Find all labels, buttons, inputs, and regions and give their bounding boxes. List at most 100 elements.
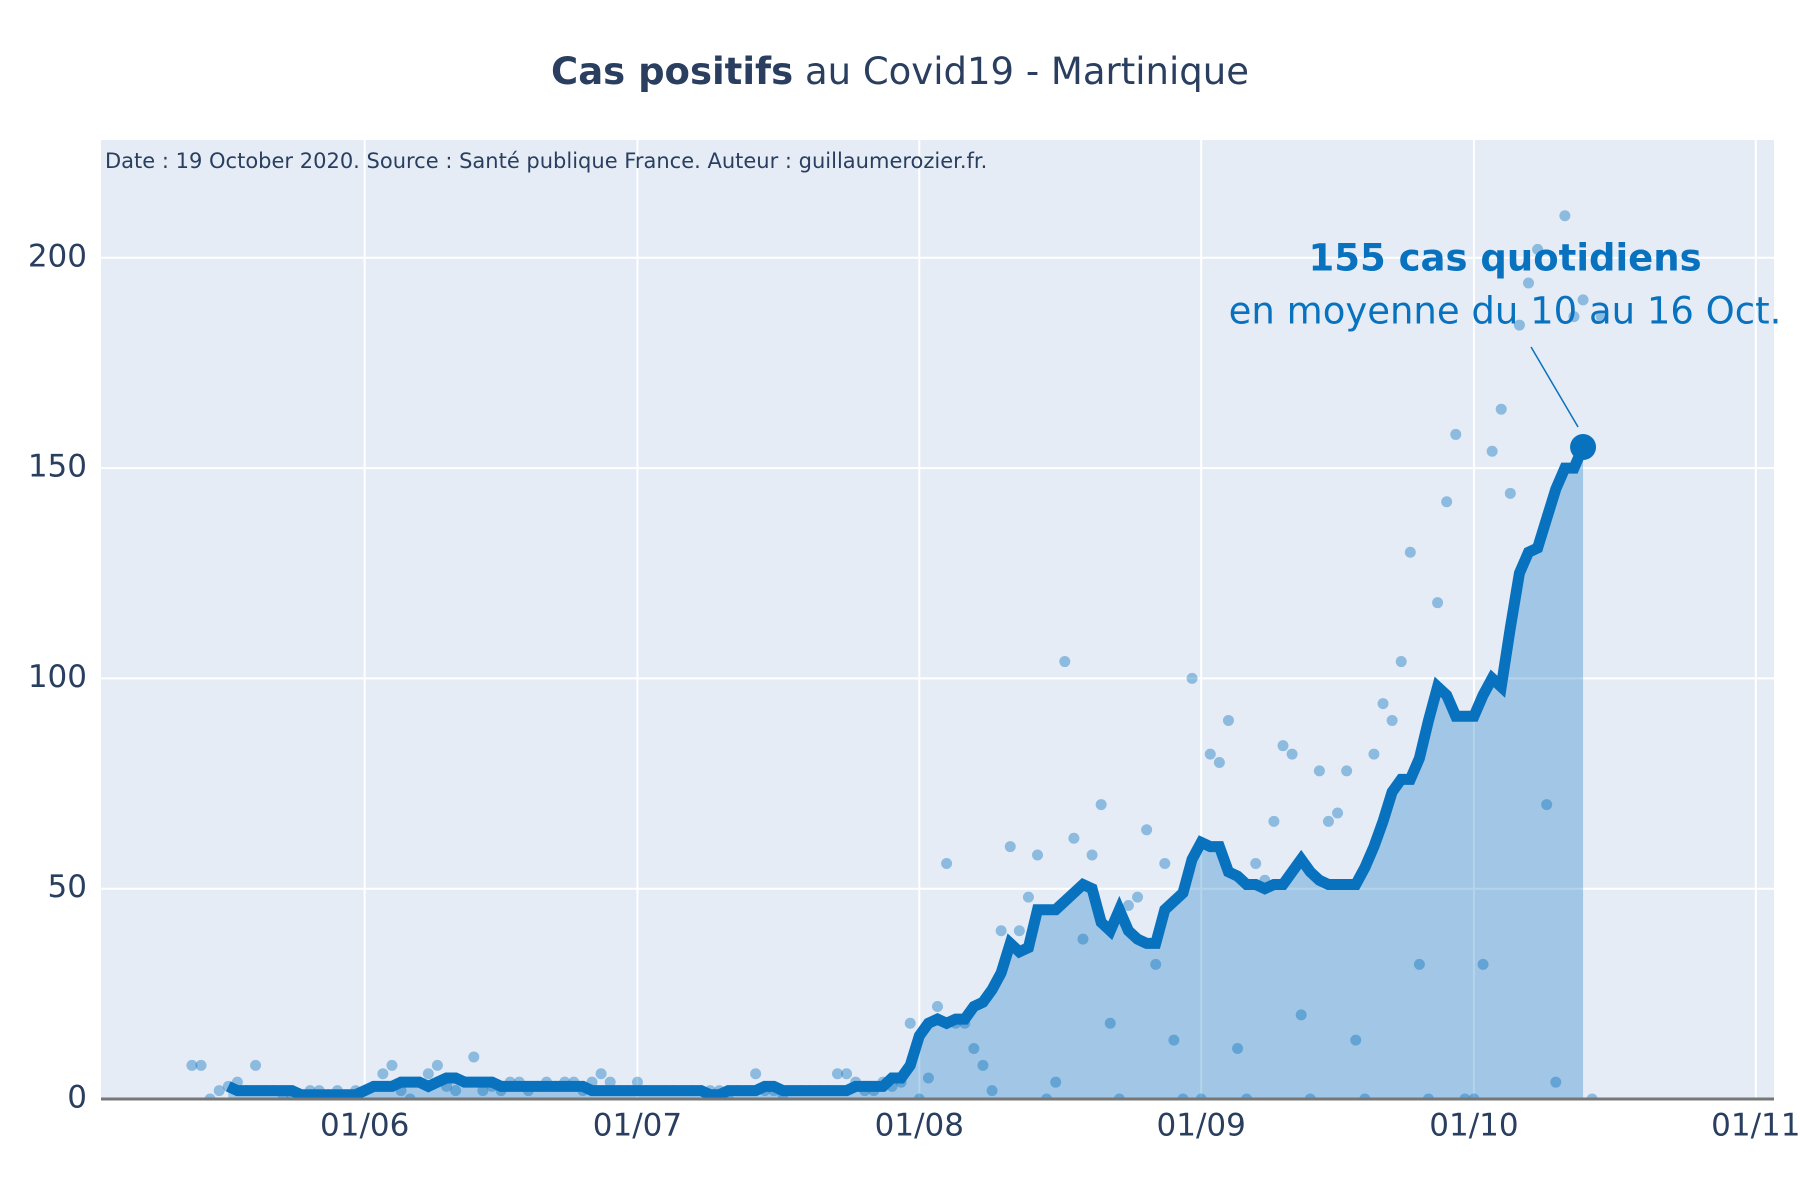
title-rest: au Covid19 - Martinique (805, 50, 1249, 93)
chart-title: Cas positifs au Covid19 - Martinique (551, 50, 1249, 93)
daily-point (1222, 714, 1234, 726)
daily-point (1286, 748, 1298, 760)
daily-point (1513, 319, 1525, 331)
daily-point (1213, 757, 1225, 769)
annotation-arrow (1530, 346, 1579, 428)
x-tick-label: 01/11 (1711, 1108, 1800, 1144)
daily-point (1577, 294, 1589, 306)
daily-point (1404, 546, 1416, 558)
note: Date : 19 October 2020. Source : Santé p… (105, 149, 987, 173)
daily-point (841, 1068, 853, 1080)
daily-point (1350, 1034, 1362, 1046)
daily-point (1541, 799, 1553, 811)
y-tick-label: 0 (67, 1080, 87, 1116)
daily-point (1022, 891, 1034, 903)
overlay: 0 50 100 150 200 01/06 01/07 01/08 01/09 01/10 01/… (28, 237, 1800, 1144)
average-area (228, 447, 1584, 1099)
daily-point (386, 1059, 398, 1071)
daily-point (1395, 656, 1407, 668)
daily-point (1013, 925, 1025, 937)
daily-point (213, 1085, 225, 1097)
x-tick-label: 01/06 (320, 1108, 409, 1144)
daily-point (932, 1000, 943, 1012)
daily-point (1159, 857, 1171, 869)
x-tick-label: 01/08 (875, 1108, 964, 1144)
last-average-marker (1570, 434, 1597, 461)
daily-point (1568, 311, 1580, 323)
daily-point (1386, 714, 1398, 726)
y-tick-label: 200 (28, 238, 87, 274)
annotation-text: en moyenne du 10 au 16 Oct. (1229, 290, 1782, 333)
daily-point (1204, 748, 1216, 760)
daily-point (468, 1051, 480, 1063)
daily-point (1605, 126, 1616, 137)
daily-point (595, 1068, 607, 1080)
daily-point (1450, 428, 1462, 440)
daily-point (1095, 799, 1107, 811)
daily-point (422, 1068, 434, 1080)
daily-point (477, 1085, 489, 1097)
daily-point (186, 1059, 198, 1071)
daily-point (1322, 815, 1334, 827)
x-tick-label: 01/10 (1429, 1108, 1518, 1144)
daily-point (1441, 496, 1453, 508)
daily-point (1050, 1076, 1062, 1088)
plot (186, 126, 1616, 1099)
daily-point (377, 1068, 389, 1080)
daily-point (1277, 740, 1289, 752)
daily-point (1368, 748, 1380, 760)
daily-point (1068, 832, 1080, 844)
plot-area (101, 140, 1774, 1099)
daily-point (1122, 900, 1134, 912)
daily-point (1595, 311, 1607, 323)
daily-point (995, 925, 1007, 937)
daily-point (1341, 765, 1353, 777)
daily-point (1086, 849, 1098, 861)
daily-point (1232, 1043, 1244, 1055)
y-tick-label: 50 (48, 869, 87, 905)
daily-point (1141, 824, 1153, 836)
daily-point (1377, 698, 1389, 710)
daily-point (1550, 1076, 1562, 1088)
daily-point (904, 1017, 916, 1029)
daily-point (631, 1076, 643, 1088)
annotation-bold: 155 cas quotidiens (1308, 237, 1701, 280)
daily-point (1532, 243, 1544, 255)
daily-point (1186, 672, 1198, 684)
daily-point (1523, 277, 1535, 289)
title-rest (793, 50, 805, 93)
grid (101, 140, 1774, 1100)
daily-point (941, 857, 953, 869)
daily-point (1032, 849, 1044, 861)
daily-point (431, 1059, 443, 1071)
y-tick-label: 100 (28, 659, 87, 695)
daily-point (195, 1059, 207, 1071)
daily-point (1077, 933, 1089, 945)
daily-point (1268, 815, 1280, 827)
y-tick-label: 150 (28, 449, 87, 485)
daily-point (604, 1076, 616, 1088)
daily-point (977, 1059, 989, 1071)
daily-point (986, 1085, 998, 1097)
daily-point (1559, 210, 1571, 222)
daily-point (922, 1072, 934, 1084)
daily-point (1495, 403, 1507, 415)
daily-point (1168, 1034, 1180, 1046)
daily-point (1413, 958, 1425, 970)
daily-point (1059, 656, 1071, 668)
x-tick-label: 01/09 (1157, 1108, 1246, 1144)
daily-point (1486, 445, 1498, 457)
daily-point (1104, 1017, 1116, 1029)
daily-point (1332, 807, 1344, 819)
daily-point (831, 1068, 843, 1080)
daily-point (968, 1043, 980, 1055)
daily-point (450, 1085, 462, 1097)
daily-point (1477, 958, 1489, 970)
daily-point (1132, 891, 1144, 903)
daily-point (1250, 857, 1262, 869)
daily-point (1313, 765, 1325, 777)
daily-point (1150, 958, 1162, 970)
daily-point (1504, 487, 1516, 499)
daily-point (250, 1059, 262, 1071)
